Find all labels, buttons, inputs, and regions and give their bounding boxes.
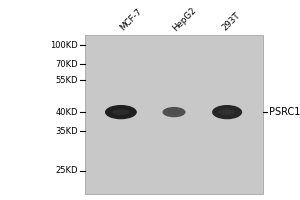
Text: PSRC1: PSRC1 (269, 107, 300, 117)
Text: 35KD: 35KD (56, 127, 78, 136)
Bar (85, 35, 262, 194)
Text: 70KD: 70KD (56, 60, 78, 69)
Text: 293T: 293T (221, 11, 242, 33)
Ellipse shape (212, 105, 242, 119)
Text: 25KD: 25KD (56, 166, 78, 175)
Text: 55KD: 55KD (56, 76, 78, 85)
Ellipse shape (112, 109, 130, 115)
Text: 100KD: 100KD (50, 41, 78, 50)
Text: HepG2: HepG2 (171, 5, 199, 33)
Ellipse shape (168, 110, 180, 114)
Ellipse shape (163, 107, 185, 117)
Text: 40KD: 40KD (56, 108, 78, 117)
Ellipse shape (105, 105, 137, 119)
Text: MCF-7: MCF-7 (118, 7, 144, 33)
Ellipse shape (219, 109, 236, 115)
